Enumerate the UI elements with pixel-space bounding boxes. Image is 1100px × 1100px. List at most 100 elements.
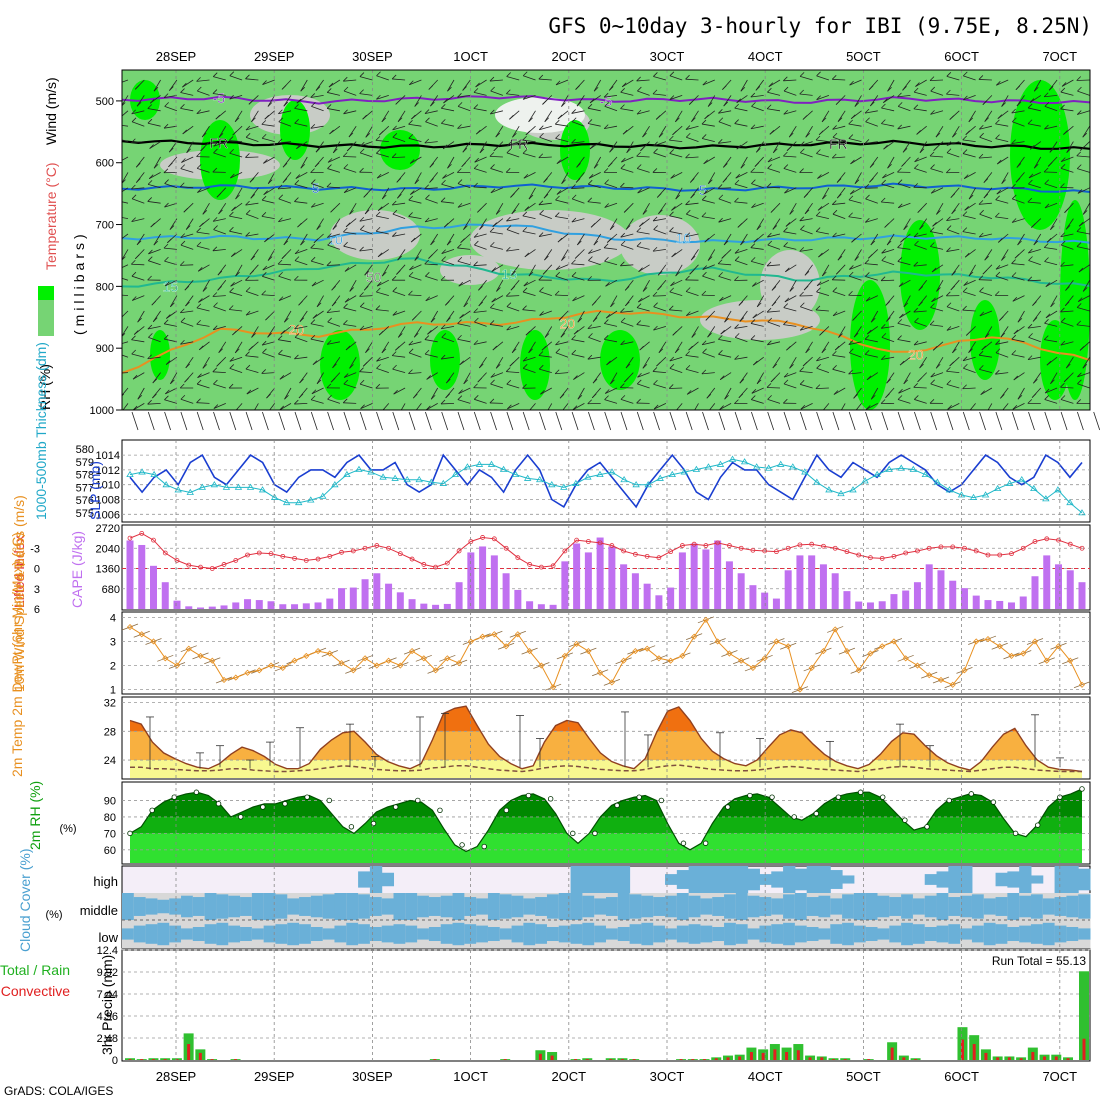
wind-speed-point — [185, 645, 192, 652]
wind-barb — [735, 336, 748, 343]
wind-barb — [963, 279, 976, 286]
wind-barb-tick — [131, 271, 137, 277]
wind-barb — [978, 79, 992, 81]
wind-barb — [930, 155, 944, 158]
wind-barb-tick — [1012, 297, 1018, 302]
cloud-bar — [712, 897, 725, 916]
cloud-bar — [665, 895, 678, 918]
wind-barb — [756, 372, 765, 385]
wind-barb-tick — [707, 332, 712, 338]
cloud-bar — [511, 895, 524, 918]
wind-barb-tick — [411, 315, 417, 321]
wind-barb-tick — [414, 256, 420, 261]
precip-convective-bar — [163, 1059, 167, 1060]
wind-barb — [261, 372, 275, 374]
wind-barb-tick — [750, 92, 756, 98]
wind-barb — [750, 247, 764, 250]
wind-barb-tick — [310, 243, 315, 249]
wind-barb-tick — [750, 243, 756, 248]
isotherm-label: FR — [209, 135, 228, 151]
wind-barb — [164, 183, 178, 189]
wind-barb-tick — [1060, 157, 1066, 162]
wind-barb — [734, 107, 748, 112]
wind-barb — [365, 125, 373, 138]
wind-barb-tick — [163, 334, 169, 340]
cloud-bar — [995, 872, 1008, 887]
wind-barb-tick — [767, 340, 772, 346]
wind-barb-tick — [962, 227, 968, 232]
wind-barb-tick — [766, 307, 772, 313]
wind-barb — [229, 215, 243, 219]
wind-barb — [479, 218, 487, 230]
wind-barb — [816, 411, 823, 431]
thickness-point — [234, 483, 243, 490]
wind-barb-tick — [653, 379, 658, 385]
wind-barb — [522, 139, 536, 142]
wind-barb-tick — [751, 102, 756, 107]
wind-barb-tick — [720, 329, 725, 335]
wind-barb — [360, 229, 373, 235]
wind-barb — [538, 78, 552, 81]
wind-barb — [767, 168, 781, 173]
wind-barb — [295, 172, 308, 179]
wind-barb — [577, 310, 585, 323]
rh-point — [614, 802, 620, 809]
wind-barb-tick — [701, 134, 707, 139]
wind-barb-tick — [835, 269, 841, 275]
wind-barb-tick — [963, 95, 968, 101]
rh-tick-label: 70 — [104, 828, 116, 840]
wind-barb-tick — [228, 305, 234, 310]
cloud-bar — [405, 893, 418, 920]
wind-barb-tick — [332, 225, 338, 230]
wind-barb-tick — [245, 310, 251, 316]
wind-barb-tick — [349, 364, 354, 369]
rh-point — [481, 843, 487, 850]
precip-convective-bar — [433, 1059, 437, 1060]
wind-speed-point — [914, 662, 921, 669]
wind-barb-tick — [542, 270, 548, 275]
wind-barb-tick — [135, 162, 141, 168]
wind-barb-tick — [788, 132, 794, 138]
cloud-bar — [499, 894, 513, 919]
cloud-bar — [783, 894, 796, 919]
rh-point — [127, 830, 133, 837]
wind-barb-tick — [1011, 183, 1016, 189]
wind-barb — [1060, 233, 1074, 238]
wind-barb-tick — [946, 72, 952, 77]
wind-barb-tick — [1014, 253, 1020, 259]
wind-barb-tick — [701, 290, 707, 296]
wind-barb-tick — [818, 130, 824, 136]
wind-barb — [946, 370, 960, 373]
slp-tick-label: 1010 — [96, 480, 120, 492]
wind-barb — [637, 90, 650, 96]
wind-barb-tick — [391, 275, 397, 281]
wind-barb-tick — [978, 275, 984, 280]
wind-barb — [327, 341, 340, 345]
wind-barb — [671, 202, 683, 211]
pressure-tick-label: 500 — [96, 96, 114, 108]
wind-barb-tick — [1076, 76, 1081, 81]
thickness-point — [777, 460, 785, 467]
wind-barb — [490, 245, 503, 250]
wind-barb-tick — [294, 180, 300, 185]
wind-barb-tick — [592, 317, 598, 322]
wind-barb-tick — [478, 363, 484, 369]
wind-barb — [734, 326, 748, 329]
wind-barb-tick — [264, 114, 270, 120]
wind-barb-tick — [212, 367, 218, 373]
wind-barb-tick — [866, 375, 872, 381]
wind-barb-tick — [212, 246, 218, 252]
wind-barb — [442, 172, 455, 179]
wind-barb-tick — [122, 102, 126, 107]
wind-barb — [522, 152, 536, 158]
wind-barb — [864, 110, 878, 114]
wind-barb-tick — [261, 212, 267, 217]
wind-barb — [658, 125, 667, 138]
wind-barb — [539, 213, 552, 219]
wind-barb — [457, 105, 471, 112]
wind-barb-tick — [326, 308, 332, 313]
wind-barb — [122, 403, 129, 410]
wind-barb-tick — [116, 272, 120, 276]
wind-barb-tick — [604, 319, 609, 324]
wind-barb-tick — [462, 86, 467, 91]
